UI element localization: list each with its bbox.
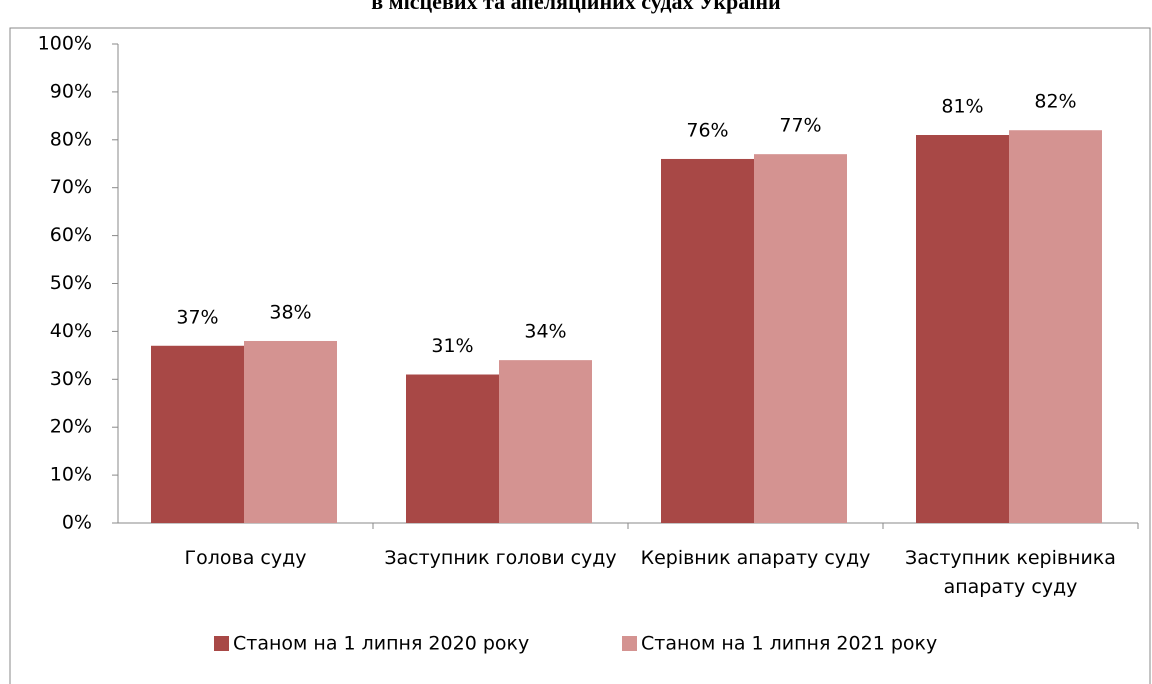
bar [661,158,754,523]
legend-label: Станом на 1 липня 2020 року [233,633,529,655]
y-tick-label: 80% [50,128,92,150]
data-label: 82% [1034,91,1076,113]
bar [754,154,847,524]
data-label: 38% [269,301,311,323]
bar [406,374,499,523]
bar [1009,130,1102,523]
bar [499,360,592,523]
data-label: 81% [941,96,983,118]
y-tick-label: 90% [50,80,92,102]
bar [916,135,1009,523]
data-label: 31% [431,335,473,357]
y-tick-label: 60% [50,224,92,246]
y-tick-label: 70% [50,176,92,198]
data-label: 77% [779,115,821,137]
y-tick-label: 30% [50,368,92,390]
category-label: Заступник керівника апарату суду [905,547,1116,598]
y-tick-label: 100% [38,33,92,55]
data-label: 34% [524,321,566,343]
chart-border [9,27,1151,684]
y-tick-label: 10% [50,464,92,486]
y-tick-label: 20% [50,416,92,438]
category-label: Голова суду [184,547,307,569]
bar [151,345,244,523]
y-tick-label: 40% [50,320,92,342]
chart-title: в місцевих та апеляційних судах України [371,0,781,14]
category-label: Керівник апарату суду [640,547,871,569]
y-tick-label: 50% [50,272,92,294]
y-tick-label: 0% [62,512,92,534]
legend-swatch [622,636,637,651]
bar [244,340,337,523]
data-label: 37% [176,306,218,328]
data-label: 76% [686,119,728,141]
legend-swatch [214,636,229,651]
legend-label: Станом на 1 липня 2021 року [641,633,937,655]
category-label: Заступник голови суду [384,547,617,569]
